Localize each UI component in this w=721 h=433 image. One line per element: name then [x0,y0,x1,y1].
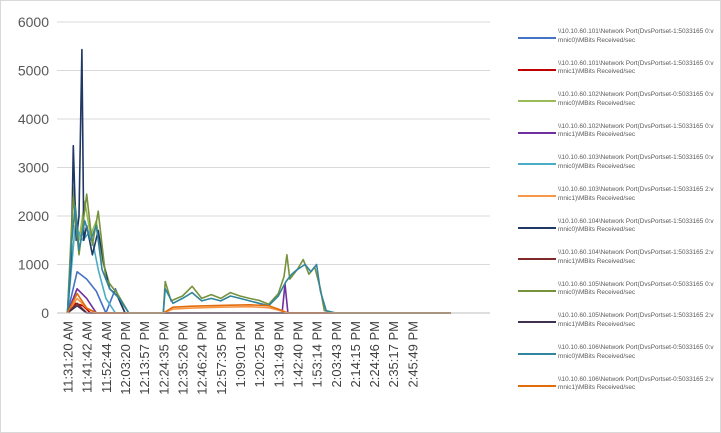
legend-swatch [518,289,556,292]
series-lines [66,48,451,314]
legend-item: \\10.10.60.101\Network Port(DvsPortset-1… [518,56,718,88]
legend-item: \\10.10.60.105\Network Port(DvsPortset-0… [518,277,718,309]
series-line-12 [66,292,451,314]
legend-item: \\10.10.60.103\Network Port(DvsPortset-1… [518,150,718,182]
legend-label: \\10.10.60.103\Network Port(DvsPortset-1… [558,154,714,170]
legend-swatch [518,384,556,387]
legend-label: \\10.10.60.101\Network Port(DvsPortset-1… [558,59,714,76]
legend-label: \\10.10.60.106\Network Port(DvsPortset-0… [558,375,714,392]
y-tick-label: 0 [41,305,49,321]
legend-swatch [518,131,556,134]
legend-label: \\10.10.60.104\Network Port(DvsPortset-1… [558,217,714,234]
legend-swatch [518,258,556,261]
legend-label: \\10.10.60.106\Network Port(DvsPortset-0… [558,343,714,360]
x-tick-label: 12:24:35 PM [156,321,171,395]
legend-item: \\10.10.60.101\Network Port(DvsPortset-1… [518,24,718,56]
legend-swatch [518,100,556,103]
x-tick-label: 2:45:49 PM [405,321,420,388]
legend: \\10.10.60.101\Network Port(DvsPortset-1… [518,24,718,403]
legend-swatch [518,352,556,355]
x-tick-label: 1:31:49 PM [271,321,286,388]
legend-item: \\10.10.60.105\Network Port(DvsPortset-1… [518,308,718,340]
series-line-11 [66,205,451,314]
y-tick-label: 5000 [18,63,49,79]
series-line-9 [66,193,451,314]
legend-item: \\10.10.60.102\Network Port(DvsPortset-0… [518,87,718,119]
legend-item: \\10.10.60.102\Network Port(DvsPortset-1… [518,119,718,151]
x-tick-label: 1:20:25 PM [252,321,267,388]
legend-item: \\10.10.60.104\Network Port(DvsPortset-1… [518,214,718,246]
x-tick-label: 2:14:15 PM [348,321,363,388]
y-tick-label: 3000 [18,160,49,176]
x-tick-label: 2:24:46 PM [367,321,382,388]
legend-label: \\10.10.60.103\Network Port(DvsPortset-1… [558,185,714,202]
legend-swatch [518,163,556,166]
legend-swatch [518,194,556,197]
series-line-4 [66,283,451,314]
series-line-3 [66,186,451,314]
series-line-7 [66,48,451,314]
y-tick-label: 2000 [18,208,49,224]
y-tick-label: 6000 [18,14,49,30]
legend-swatch [518,321,556,324]
y-tick-label: 1000 [18,257,49,273]
legend-label: \\10.10.60.104\Network Port(DvsPortset-1… [558,249,714,265]
x-tick-label: 1:53:14 PM [310,321,325,388]
x-tick-label: 2:35:17 PM [386,321,401,388]
x-tick-label: 2:03:43 PM [329,321,344,388]
x-tick-label: 11:52:44 AM [99,321,114,393]
legend-item: \\10.10.60.106\Network Port(DvsPortset-0… [518,372,718,404]
y-tick-label: 4000 [18,111,49,127]
legend-label: \\10.10.60.102\Network Port(DvsPortset-1… [558,122,714,139]
legend-label: \\10.10.60.101\Network Port(DvsPortset-1… [558,28,714,44]
legend-swatch [518,226,556,229]
x-tick-label: 12:13:57 PM [137,321,152,395]
x-tick-label: 1:42:40 PM [290,321,305,388]
legend-swatch [518,68,556,71]
x-tick-label: 12:03:20 PM [118,321,133,395]
x-tick-label: 11:41:42 AM [80,321,95,393]
x-tick-label: 11:31:20 AM [61,321,76,393]
legend-label: \\10.10.60.105\Network Port(DvsPortset-0… [558,280,714,297]
x-tick-label: 1:09:01 PM [233,321,248,388]
legend-item: \\10.10.60.104\Network Port(DvsPortset-1… [518,245,718,277]
x-tick-label: 12:57:35 PM [214,321,229,395]
y-axis-ticks: 0 1000 2000 3000 4000 5000 6000 [18,14,49,321]
x-axis-ticks: 11:31:20 AM 11:41:42 AM 11:52:44 AM 12:03:2… [61,321,421,395]
legend-swatch [518,37,556,39]
legend-label: \\10.10.60.105\Network Port(DvsPortset-1… [558,312,714,328]
gridlines [57,21,490,265]
x-tick-label: 12:35:26 PM [175,321,190,395]
legend-item: \\10.10.60.103\Network Port(DvsPortset-1… [518,182,718,214]
legend-item: \\10.10.60.106\Network Port(DvsPortset-0… [518,340,718,372]
legend-label: \\10.10.60.102\Network Port(DvsPortset-0… [558,91,714,107]
x-tick-label: 12:46:24 PM [195,321,210,395]
